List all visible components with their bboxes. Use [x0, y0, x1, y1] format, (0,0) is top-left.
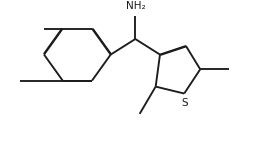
Text: NH₂: NH₂ — [125, 1, 145, 11]
Text: S: S — [181, 98, 188, 108]
